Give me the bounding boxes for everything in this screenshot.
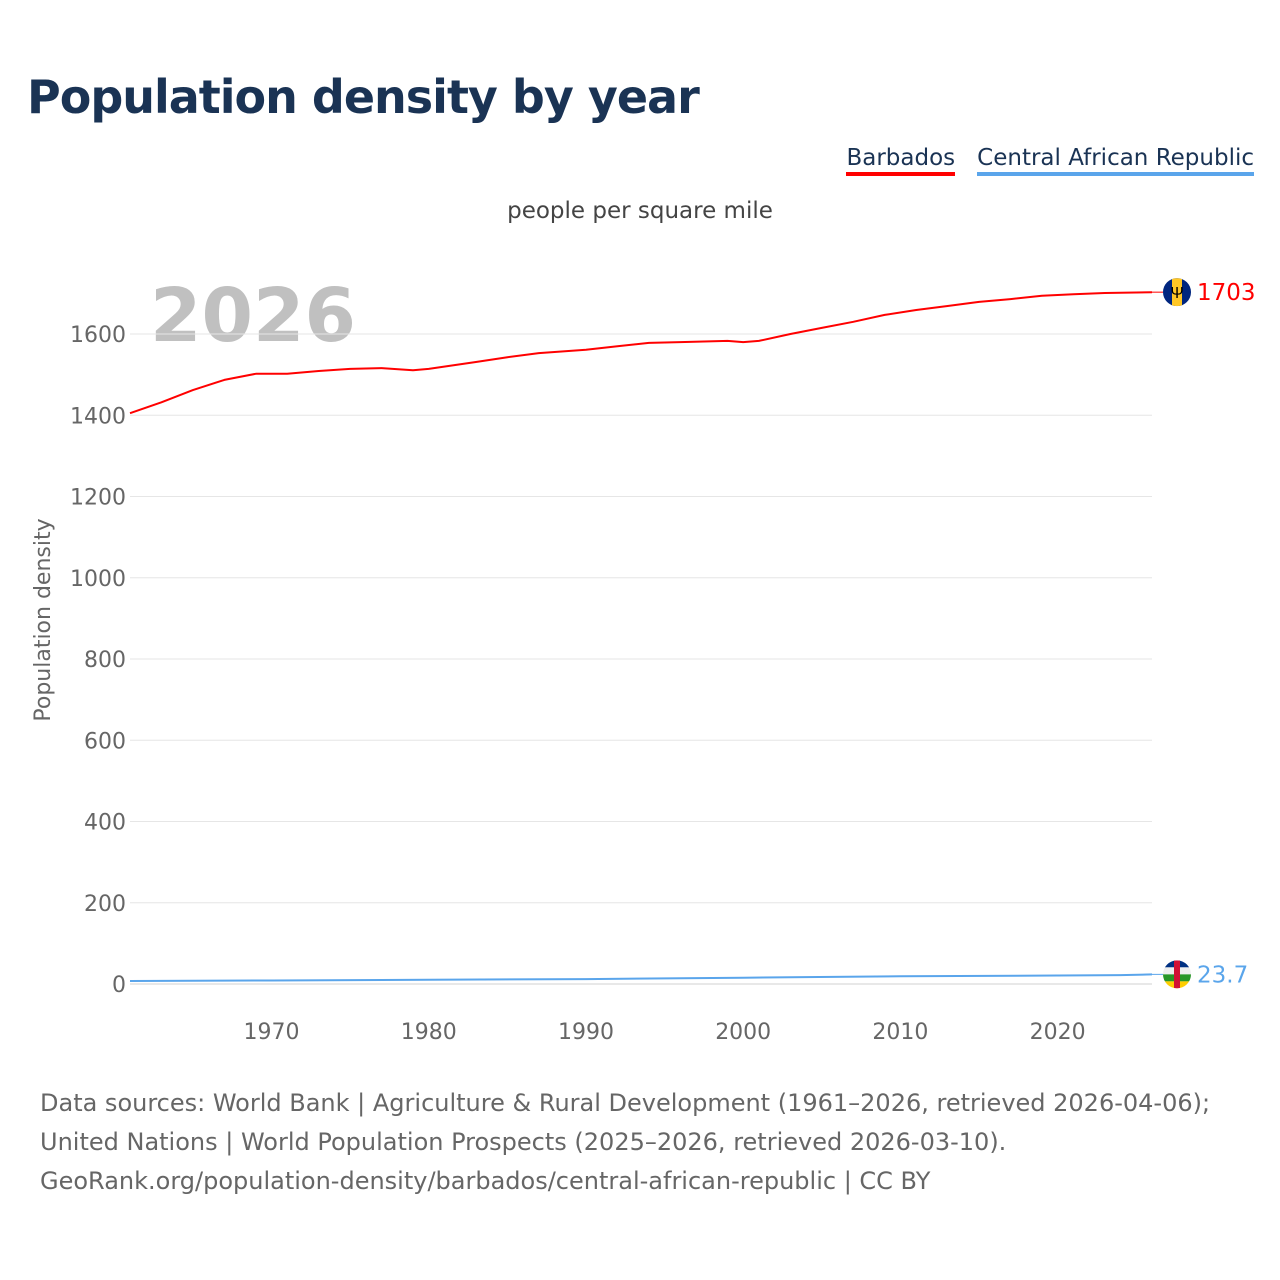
end-value-label: 1703 — [1197, 280, 1256, 306]
x-tick-label: 1970 — [244, 1020, 300, 1045]
svg-text:Ψ: Ψ — [1170, 285, 1183, 302]
y-tick-label: 600 — [84, 729, 126, 754]
legend-item-barbados[interactable]: Barbados — [846, 145, 956, 176]
y-tick-label: 400 — [84, 811, 126, 836]
y-tick-label: 200 — [84, 892, 126, 917]
legend-item-central-african-republic[interactable]: Central African Republic — [977, 145, 1254, 176]
y-tick-label: 800 — [84, 648, 126, 673]
series-line-0[interactable] — [129, 291, 1153, 415]
y-tick-label: 1400 — [70, 404, 126, 429]
x-tick-label: 2000 — [715, 1020, 771, 1045]
y-tick-label: 1200 — [70, 486, 126, 511]
x-tick-label: 2020 — [1030, 1020, 1086, 1045]
barbados-flag-icon: Ψ — [1163, 278, 1191, 307]
source-url[interactable]: GeoRank.org/population-density/barbados/… — [40, 1167, 931, 1195]
footer: Data sources: World Bank | Agriculture &… — [40, 1084, 1250, 1201]
x-tick-label: 2010 — [872, 1020, 928, 1045]
chart-title: Population density by year — [27, 70, 700, 124]
legend: Barbados Central African Republic — [846, 145, 1254, 176]
y-tick-label: 0 — [112, 973, 126, 998]
y-axis-label: Population density — [31, 518, 56, 721]
y-tick-label: 1000 — [70, 567, 126, 592]
x-tick-label: 1980 — [401, 1020, 457, 1045]
series-line-1[interactable] — [129, 973, 1153, 982]
data-sources: Data sources: World Bank | Agriculture &… — [40, 1089, 1211, 1156]
current-year-watermark: 2026 — [150, 273, 356, 359]
x-tick-label: 1990 — [558, 1020, 614, 1045]
y-tick-label: 1600 — [70, 323, 126, 348]
chart-subtitle: people per square mile — [507, 198, 773, 224]
central-african-republic-flag-icon — [1163, 960, 1191, 989]
end-value-label: 23.7 — [1197, 962, 1248, 988]
